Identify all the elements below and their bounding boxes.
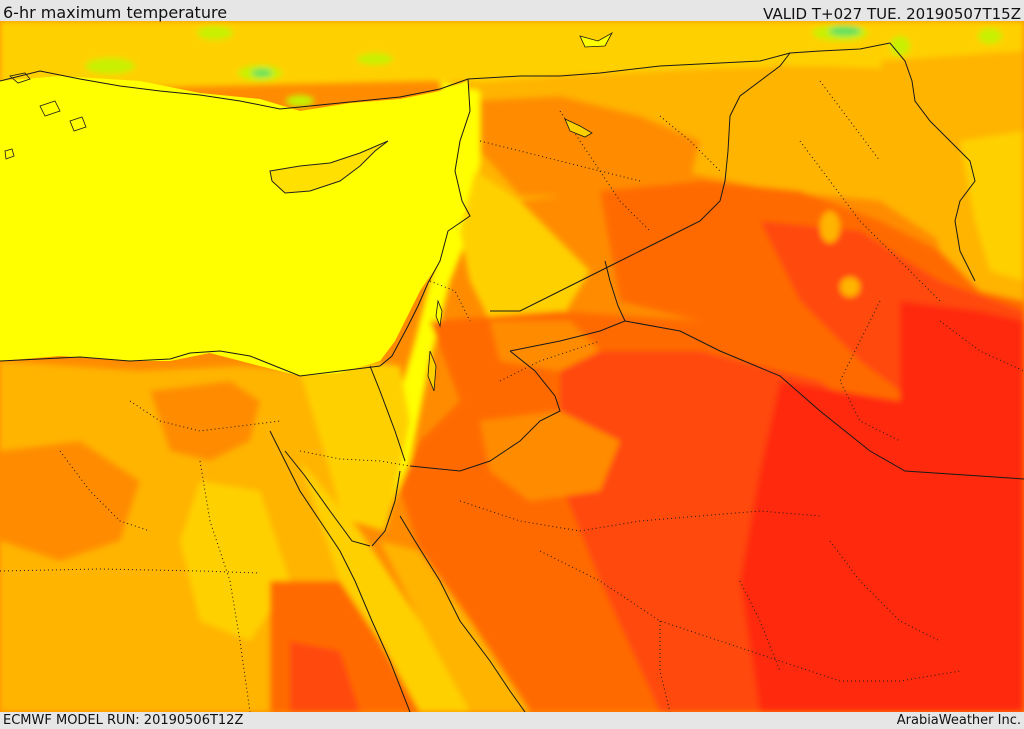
lake-milh bbox=[840, 277, 860, 297]
saudi-line-3 bbox=[659, 621, 671, 712]
upper-egypt-red bbox=[290, 641, 360, 712]
valid-time: VALID T+027 TUE. 20190507T15Z bbox=[763, 5, 1021, 23]
gulf-of-aqaba bbox=[371, 470, 401, 547]
cyprus-island[interactable] bbox=[269, 140, 389, 194]
temperature-fields bbox=[0, 21, 1024, 712]
lake-van bbox=[579, 31, 614, 48]
egypt-coast bbox=[0, 350, 381, 377]
dead-sea bbox=[427, 350, 437, 392]
province-boundaries bbox=[0, 80, 1024, 712]
header-bar: 6-hr maximum temperature VALID T+027 TUE… bbox=[0, 0, 1024, 23]
highland-green-1 bbox=[252, 69, 272, 77]
highland-light-green-4 bbox=[85, 58, 135, 74]
levant-coast bbox=[379, 78, 471, 367]
temperature-map[interactable] bbox=[0, 21, 1024, 712]
red-sea-gold bbox=[300, 461, 470, 712]
sinai-gold bbox=[290, 361, 410, 531]
province-line-7 bbox=[939, 320, 1024, 372]
syria-orange-zone bbox=[470, 96, 700, 196]
island-1 bbox=[9, 72, 31, 84]
gulf-of-suez-east bbox=[284, 450, 371, 547]
north-arabia-orange bbox=[480, 411, 620, 501]
turkey-syria-iraq-iran-border bbox=[467, 42, 976, 282]
coastlines bbox=[0, 70, 526, 712]
egypt-orange-west bbox=[0, 441, 140, 561]
highland-light-green-2 bbox=[357, 53, 393, 65]
province-line-4 bbox=[799, 140, 941, 302]
country-borders bbox=[369, 42, 1024, 480]
highland-green-6 bbox=[829, 26, 861, 36]
saudi-jordan-south-border bbox=[409, 350, 561, 472]
saudi-line-1 bbox=[459, 500, 821, 532]
jordan-orange bbox=[490, 321, 600, 371]
map-area[interactable] bbox=[0, 21, 1024, 712]
zagros-gold bbox=[960, 131, 1024, 281]
island-4 bbox=[4, 148, 15, 160]
island-3 bbox=[69, 116, 87, 132]
map-title: 6-hr maximum temperature bbox=[3, 3, 228, 22]
sinai-line bbox=[299, 450, 411, 467]
model-run-label: ECMWF MODEL RUN: 20190506T12Z bbox=[3, 713, 244, 728]
gulf-of-suez-west bbox=[269, 430, 411, 712]
iraq-red bbox=[900, 301, 1024, 491]
turkey-coast bbox=[0, 70, 469, 110]
egypt-israel-border bbox=[369, 365, 406, 462]
jordan-gold-zone bbox=[460, 171, 590, 331]
saudi-line-4 bbox=[829, 540, 941, 642]
nile-delta-orange bbox=[150, 381, 260, 461]
iraq-saudi-border bbox=[624, 320, 1024, 480]
levant-line bbox=[429, 280, 471, 322]
lake-assad bbox=[564, 118, 593, 138]
aegean-islands bbox=[4, 72, 87, 160]
saudi-line-5 bbox=[739, 580, 781, 672]
highland-light-green-9 bbox=[286, 95, 314, 107]
egypt-gov-line-1 bbox=[129, 400, 281, 432]
red-sea-amber bbox=[380, 541, 530, 712]
highland-light-green-5 bbox=[197, 26, 233, 40]
jordan-line bbox=[499, 340, 601, 382]
province-line-5 bbox=[819, 80, 881, 162]
egypt-gov-line-2 bbox=[59, 450, 151, 532]
arabia-red-sea-coast bbox=[399, 515, 526, 712]
highland-light-green-7 bbox=[978, 28, 1002, 44]
eastern-desert-gold bbox=[180, 481, 290, 641]
credit-label: ArabiaWeather Inc. bbox=[896, 713, 1021, 728]
syria-iraq-jordan-border bbox=[490, 52, 791, 312]
lake-tharthar bbox=[820, 211, 840, 243]
sea-of-galilee bbox=[435, 299, 443, 328]
mediterranean-sea bbox=[0, 76, 470, 376]
highland-light-green-8 bbox=[890, 36, 910, 56]
island-2 bbox=[39, 100, 61, 117]
footer-bar: ECMWF MODEL RUN: 20190506T12Z ArabiaWeat… bbox=[0, 712, 1024, 729]
nile-line bbox=[199, 460, 251, 712]
